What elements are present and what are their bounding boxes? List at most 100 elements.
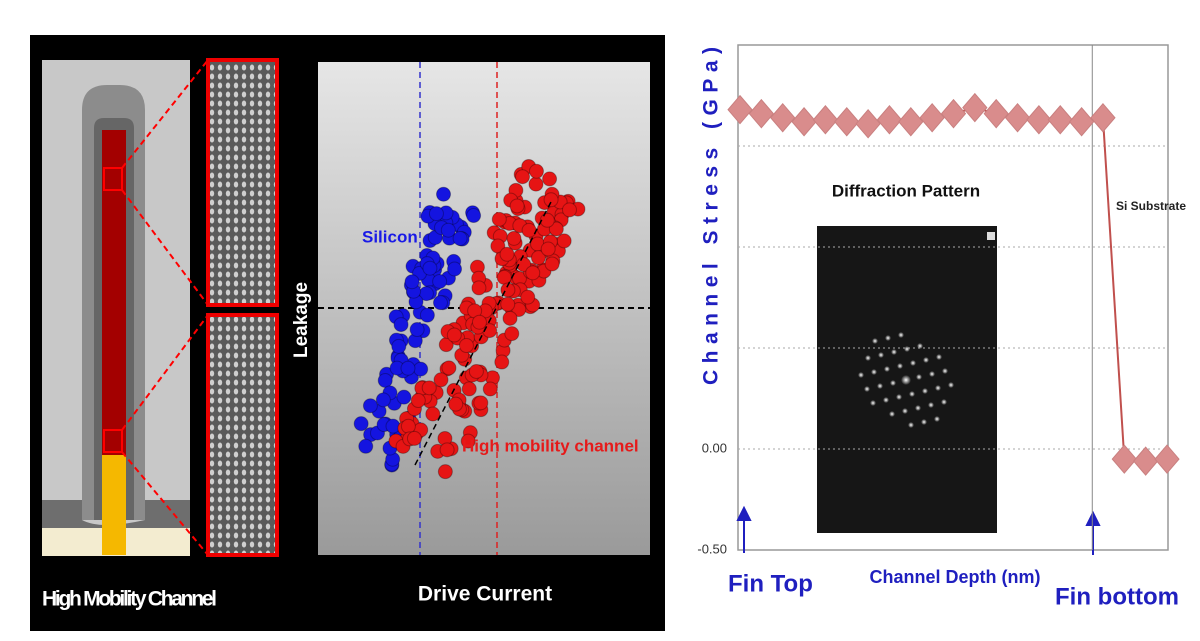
scatter-dot xyxy=(432,295,448,311)
scatter-dot xyxy=(473,395,489,411)
scatter-panel xyxy=(318,62,650,555)
diffraction-spot xyxy=(877,383,883,389)
scatter-dot xyxy=(428,206,444,222)
scatter-dot xyxy=(440,222,456,238)
scatter-dot xyxy=(458,338,474,354)
data-point xyxy=(919,102,945,133)
diffraction-spot xyxy=(858,372,864,378)
scatter-dot xyxy=(452,230,468,246)
scatter-dot xyxy=(540,241,556,257)
scatter-dot xyxy=(506,230,522,246)
diffraction-spot xyxy=(923,357,929,363)
scatter-dot xyxy=(502,310,518,326)
scatter-dot xyxy=(391,338,407,354)
scatter-dot xyxy=(543,192,559,208)
scatter-dot xyxy=(525,265,541,281)
scatter-dot xyxy=(419,307,435,323)
data-point xyxy=(748,98,775,129)
scatter-dot xyxy=(377,372,393,388)
scatter-dot xyxy=(516,256,532,272)
diffraction-spot xyxy=(902,408,908,414)
scatter-dot xyxy=(425,406,441,422)
scatter-dot xyxy=(447,261,463,277)
scatter-dot xyxy=(499,246,515,262)
diffraction-spot xyxy=(870,400,876,406)
y-axis-label: Channel Stress (GPa) xyxy=(700,45,723,385)
scatter-x-label: Drive Current xyxy=(418,583,552,606)
scatter-dot xyxy=(468,363,484,379)
arrows xyxy=(736,505,1101,555)
diffraction-spot xyxy=(909,391,915,397)
diffraction-spot xyxy=(929,371,935,377)
scatter-dot xyxy=(515,169,531,185)
fin-caption: High Mobility Channel xyxy=(42,588,217,611)
scatter-dot xyxy=(460,433,476,449)
scatter-dot xyxy=(521,222,537,238)
diffraction-spot xyxy=(936,354,942,360)
diffraction-spot xyxy=(883,397,889,403)
scatter-dot xyxy=(542,171,558,187)
scatter-dot xyxy=(539,212,555,228)
scatter-dot xyxy=(446,327,462,343)
scatter-dot xyxy=(490,238,506,254)
diffraction-spot xyxy=(948,382,954,388)
scatter-dot xyxy=(362,398,378,414)
diffraction-spot xyxy=(934,416,940,422)
fin-bottom-label: Fin bottom xyxy=(1055,583,1179,610)
scatter-dot xyxy=(441,360,457,376)
scatter-dot xyxy=(556,233,572,249)
scatter-y-label: Leakage xyxy=(291,282,312,358)
data-point xyxy=(855,109,881,139)
substrate-label: Si Substrate xyxy=(1116,199,1186,213)
scatter-dot xyxy=(530,250,546,266)
scatter-dot xyxy=(421,380,437,396)
diffraction-spot xyxy=(884,366,890,372)
diffraction-spot xyxy=(904,346,910,352)
data-point xyxy=(727,94,753,125)
data-point xyxy=(940,98,967,129)
fin-top-label: Fin Top xyxy=(728,570,813,597)
scatter-dot xyxy=(437,464,453,480)
data-point xyxy=(1154,444,1180,474)
scatter-dot xyxy=(396,389,412,405)
scatter-dot xyxy=(528,163,544,179)
diffraction-spot xyxy=(901,375,911,385)
scatter-dot xyxy=(358,438,374,454)
scatter-dot xyxy=(491,211,507,227)
diffraction-spot xyxy=(878,352,884,358)
diffraction-spot xyxy=(885,335,891,341)
diffraction-spot xyxy=(915,405,921,411)
diffraction-inset xyxy=(817,226,997,533)
scatter-dot xyxy=(500,296,516,312)
inset-title: Diffraction Pattern xyxy=(832,181,980,200)
diffraction-spot xyxy=(890,380,896,386)
scatter-dot xyxy=(548,221,564,237)
scatter-dot xyxy=(561,202,577,218)
diffraction-spot xyxy=(889,411,895,417)
diffraction-spot xyxy=(896,394,902,400)
y-tick-label: 0.00 xyxy=(702,440,727,455)
diffraction-spot xyxy=(908,422,914,428)
data-point xyxy=(1068,106,1095,137)
scatter-dot xyxy=(413,361,429,377)
scatter-dot xyxy=(471,280,487,296)
scatter-dot xyxy=(375,392,391,408)
scatter-dot xyxy=(409,322,425,338)
x-axis-label: Channel Depth (nm) xyxy=(870,567,1041,587)
diffraction-spot xyxy=(922,388,928,394)
diffraction-spot xyxy=(871,369,877,375)
diffraction-spot xyxy=(897,363,903,369)
scatter-dot xyxy=(528,176,544,192)
scatter-dot xyxy=(433,372,449,388)
diffraction-spot xyxy=(921,419,927,425)
data-point xyxy=(983,98,1009,129)
scatter-dot xyxy=(471,314,487,330)
scatter-dot xyxy=(544,256,560,272)
scatter-dot xyxy=(435,186,451,202)
scatter-dot xyxy=(353,416,369,432)
data-point xyxy=(770,102,796,133)
diffraction-spot xyxy=(928,402,934,408)
scatter-dot xyxy=(406,430,422,446)
scatter-dot xyxy=(422,260,438,276)
